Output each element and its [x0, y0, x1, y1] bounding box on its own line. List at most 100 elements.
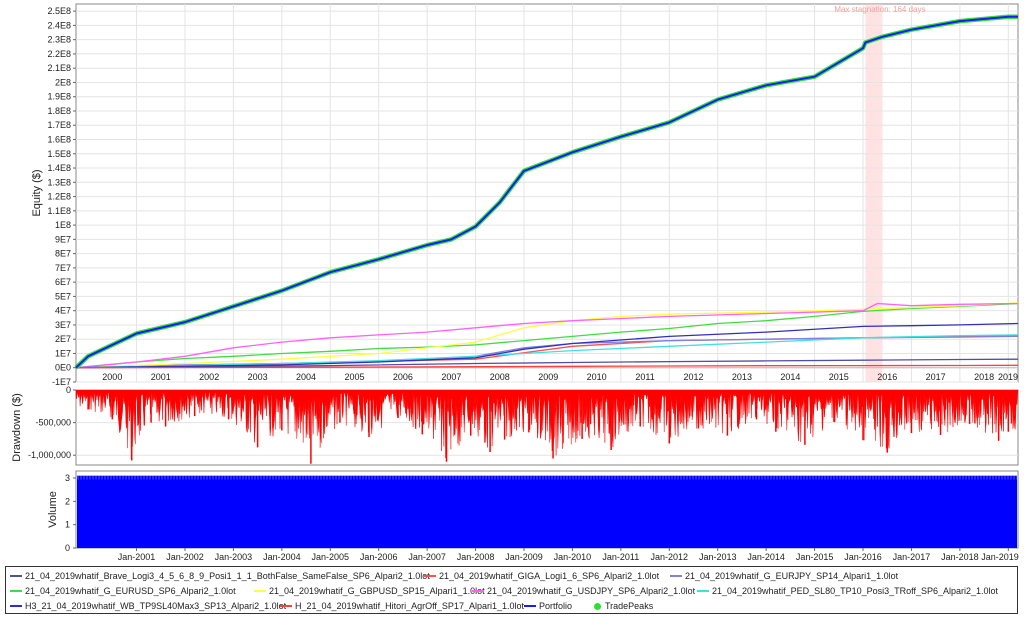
legend-swatch	[280, 605, 292, 607]
equity-y-tick-label: 8E7	[55, 249, 71, 259]
drawdown-y-tick-label: -1,000,000	[28, 450, 71, 460]
equity-y-tick-label: 1.9E8	[47, 92, 71, 102]
equity-y-tick-label: 1.4E8	[47, 163, 71, 173]
equity-y-tick-label: 1E7	[55, 348, 71, 358]
volume-x-tick-label: Jan-2002	[166, 552, 204, 562]
drawdown-y-tick-label: -500,000	[35, 418, 71, 428]
equity-x-tick-label: 2016	[877, 372, 897, 382]
equity-x-tick-label: 2006	[393, 372, 413, 382]
legend-swatch	[472, 590, 484, 592]
legend-swatch	[254, 590, 266, 592]
equity-y-tick-label: 2.3E8	[47, 35, 71, 45]
equity-y-tick-label: 1.6E8	[47, 135, 71, 145]
volume-y-tick-label: 3	[65, 473, 70, 483]
legend-label: 21_04_2019whatif_GIGA_Logi1_6_SP6_Alpari…	[439, 571, 660, 581]
equity-y-tick-label: 5E7	[55, 291, 71, 301]
volume-x-tick-label: Jan-2005	[312, 552, 350, 562]
legend-swatch	[524, 605, 536, 607]
strategy-line	[75, 358, 1019, 369]
equity-x-tick-label: 2004	[296, 372, 316, 382]
equity-y-tick-label: 1.5E8	[47, 149, 71, 159]
volume-bars	[77, 475, 1017, 548]
equity-x-tick-label: 2001	[151, 372, 171, 382]
legend-label: H3_21_04_2019whatif_WB_TP9SL40Max3_SP13_…	[25, 601, 287, 611]
legend-label: H_21_04_2019whatif_Hitori_AgrOff_SP17_Al…	[295, 601, 524, 611]
legend-item-eurusd: 21_04_2019whatif_G_EURUSD_SP6_Alpari2_1.…	[10, 586, 236, 596]
equity-x-tick-label: 2017	[926, 372, 946, 382]
stagnation-annotation: Max stagnation: 164 days	[834, 5, 925, 14]
legend-swatch	[670, 575, 682, 577]
legend-label: TradePeaks	[605, 601, 654, 611]
volume-x-tick-label: Jan-2009	[505, 552, 543, 562]
strategy-line	[75, 302, 1019, 369]
legend-item-hitori: H_21_04_2019whatif_Hitori_AgrOff_SP17_Al…	[280, 601, 524, 611]
legend-item-brave: 21_04_2019whatif_Brave_Logi3_4_5_6_8_9_P…	[10, 571, 430, 581]
volume-x-tick-label: Jan-2010	[554, 552, 592, 562]
chart-legend: 21_04_2019whatif_Brave_Logi3_4_5_6_8_9_P…	[5, 566, 1018, 614]
volume-y-tick-label: 1	[65, 520, 70, 530]
equity-x-tick-label: 2007	[441, 372, 461, 382]
equity-y-tick-label: 1.3E8	[47, 177, 71, 187]
equity-x-tick-label: 2015	[829, 372, 849, 382]
equity-y-tick-label: 2.2E8	[47, 49, 71, 59]
equity-x-tick-label: 2019	[998, 372, 1018, 382]
volume-x-tick-label: Jan-2013	[699, 552, 737, 562]
volume-x-tick-label: Jan-2012	[651, 552, 689, 562]
legend-swatch	[594, 602, 601, 610]
drawdown-area	[75, 389, 1019, 459]
equity-axis-title: Equity ($)	[31, 169, 43, 216]
legend-swatch	[697, 590, 709, 592]
volume-x-tick-label: Jan-2003	[215, 552, 253, 562]
equity-x-tick-label: 2012	[683, 372, 703, 382]
legend-swatch	[10, 605, 22, 607]
equity-y-tick-label: 1.2E8	[47, 192, 71, 202]
volume-x-tick-label: Jan-2001	[118, 552, 156, 562]
legend-item-portfolio: Portfolio	[524, 601, 572, 611]
legend-label: 21_04_2019whatif_PED_SL80_TP10_Posi3_TRo…	[712, 586, 999, 596]
legend-item-wb: H3_21_04_2019whatif_WB_TP9SL40Max3_SP13_…	[10, 601, 286, 611]
equity-y-tick-label: 2E7	[55, 334, 71, 344]
legend-swatch	[424, 575, 436, 577]
volume-x-tick-label: Jan-2018	[941, 552, 979, 562]
equity-y-tick-label: 2E8	[55, 77, 71, 87]
equity-y-tick-label: 3E7	[55, 320, 71, 330]
legend-label: 21_04_2019whatif_G_USDJPY_SP6_Alpari2_1.…	[487, 586, 696, 596]
backtest-chart: -1E7 0E0 1E7 2E7 3E7 4E7 5E7 6E7 7E7 8E7 9E7 1E8 1.1…	[11, 3, 1019, 562]
equity-x-tick-label: 2014	[780, 372, 800, 382]
volume-x-tick-label: Jan-2011	[602, 552, 639, 562]
legend-item-gbpusd: 21_04_2019whatif_G_GBPUSD_SP15_Alpari1_1…	[254, 586, 485, 596]
legend-item-tradepeaks: TradePeaks	[591, 601, 653, 611]
legend-label: 21_04_2019whatif_G_GBPUSD_SP15_Alpari1_1…	[269, 586, 485, 596]
legend-item-giga: 21_04_2019whatif_GIGA_Logi1_6_SP6_Alpari…	[424, 571, 659, 581]
volume-x-tick-label: Jan-2008	[457, 552, 495, 562]
drawdown-y-tick-label: 0	[66, 385, 71, 395]
equity-x-tick-label: 2000	[102, 372, 122, 382]
strategy-line	[75, 364, 1019, 369]
volume-x-tick-label: Jan-2014	[747, 552, 785, 562]
equity-y-tick-label: 1E8	[55, 220, 71, 230]
volume-x-tick-label: Jan-2017	[893, 552, 931, 562]
volume-y-tick-label: 0	[65, 543, 70, 553]
volume-x-tick-label: Jan-2004	[263, 552, 301, 562]
equity-x-tick-label: 2008	[490, 372, 510, 382]
equity-y-tick-label: 1.1E8	[47, 206, 71, 216]
legend-item-eurjpy: 21_04_2019whatif_G_EURJPY_SP14_Alpari1_1…	[670, 571, 898, 581]
equity-x-tick-label: 2002	[199, 372, 219, 382]
legend-label: Portfolio	[539, 601, 573, 611]
equity-x-tick-label: 2005	[344, 372, 364, 382]
strategy-line	[75, 322, 1019, 369]
volume-x-tick-label: Jan-2015	[796, 552, 834, 562]
equity-y-tick-label: 2.4E8	[47, 20, 71, 30]
legend-item-ped: 21_04_2019whatif_PED_SL80_TP10_Posi3_TRo…	[697, 586, 998, 596]
equity-y-tick-label: -1E7	[52, 377, 71, 387]
strategy-line	[75, 302, 1019, 369]
equity-x-tick-label: 2009	[538, 372, 558, 382]
legend-label: 21_04_2019whatif_G_EURUSD_SP6_Alpari2_1.…	[25, 586, 236, 596]
equity-y-tick-label: 6E7	[55, 277, 71, 287]
legend-item-usdjpy: 21_04_2019whatif_G_USDJPY_SP6_Alpari2_1.…	[472, 586, 695, 596]
equity-y-tick-label: 0E0	[55, 363, 71, 373]
volume-x-tick-label: Jan-2006	[360, 552, 398, 562]
stagnation-band	[865, 4, 883, 382]
legend-label: 21_04_2019whatif_G_EURJPY_SP14_Alpari1_1…	[685, 571, 899, 581]
drawdown-axis-title: Drawdown ($)	[11, 393, 23, 461]
